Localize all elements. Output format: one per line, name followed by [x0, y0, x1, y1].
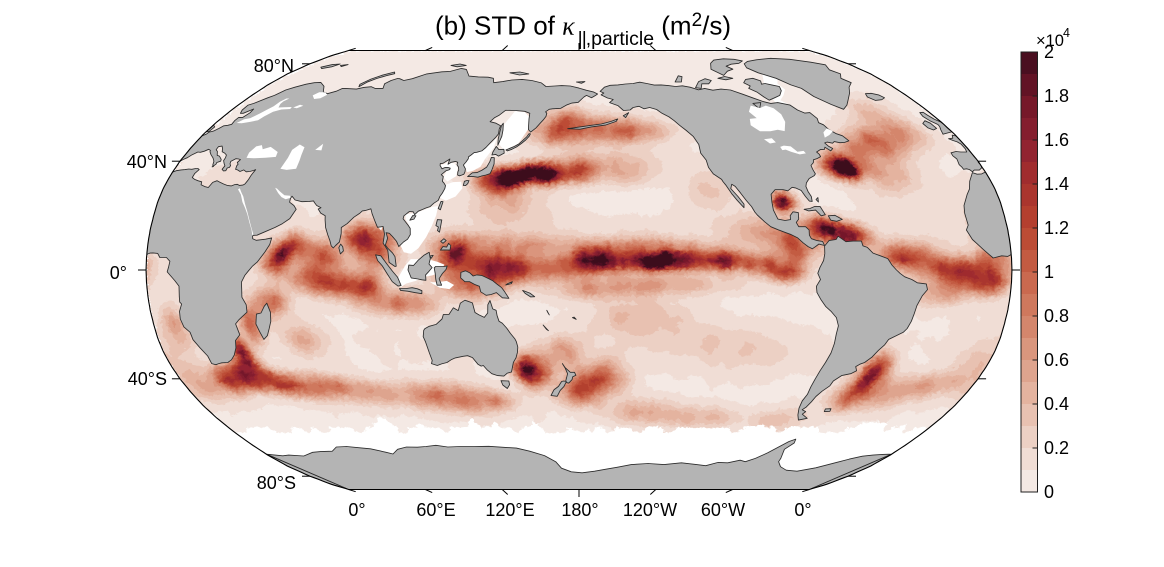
svg-text:2: 2 — [1044, 42, 1054, 62]
svg-text:0.2: 0.2 — [1044, 438, 1069, 458]
svg-text:80°S: 80°S — [257, 473, 296, 493]
svg-text:60°E: 60°E — [416, 500, 455, 520]
svg-text:1.2: 1.2 — [1044, 218, 1069, 238]
svg-text:0: 0 — [1044, 482, 1054, 502]
svg-text:0°: 0° — [110, 263, 127, 283]
svg-text:4: 4 — [1063, 26, 1070, 40]
svg-text:×10: ×10 — [1036, 32, 1064, 50]
svg-text:1.8: 1.8 — [1044, 86, 1069, 106]
svg-text:0.6: 0.6 — [1044, 350, 1069, 370]
svg-text:1.6: 1.6 — [1044, 130, 1069, 150]
svg-text:40°S: 40°S — [128, 369, 167, 389]
svg-text:0.4: 0.4 — [1044, 394, 1069, 414]
svg-text:0.8: 0.8 — [1044, 306, 1069, 326]
svg-text:120°E: 120°E — [485, 500, 534, 520]
svg-text:40°N: 40°N — [127, 152, 167, 172]
svg-text:80°N: 80°N — [254, 56, 294, 76]
svg-text:0°: 0° — [348, 500, 365, 520]
svg-text:60°W: 60°W — [701, 500, 745, 520]
svg-text:1.4: 1.4 — [1044, 174, 1069, 194]
svg-text:120°W: 120°W — [623, 500, 677, 520]
svg-text:1: 1 — [1044, 262, 1054, 282]
svg-text:0°: 0° — [794, 500, 811, 520]
svg-text:180°: 180° — [561, 500, 598, 520]
